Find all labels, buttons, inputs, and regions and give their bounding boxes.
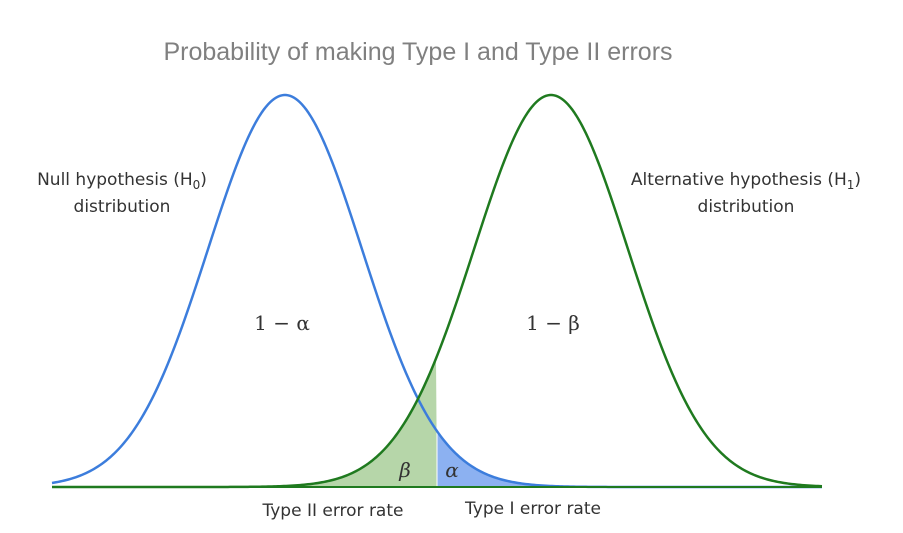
alt-label-line2: distribution: [698, 197, 795, 217]
beta-label: β: [398, 458, 411, 482]
alt-label-subscript: 1: [847, 178, 855, 192]
null-label-text: Null hypothesis (H: [37, 170, 193, 190]
null-label: Null hypothesis (H0): [37, 170, 207, 192]
alpha-region: [437, 431, 822, 487]
alt-label: Alternative hypothesis (H1): [631, 170, 861, 192]
null-label-line2: distribution: [74, 197, 171, 217]
type2-label: Type II error rate: [262, 501, 404, 521]
type1-label: Type I error rate: [464, 499, 601, 519]
title: Probability of making Type I and Type II…: [163, 38, 672, 66]
null-body-label: 1 − α: [254, 311, 310, 335]
alt-label-text: Alternative hypothesis (H: [631, 170, 847, 190]
beta-region: [52, 358, 437, 487]
null-label-suffix: ): [200, 170, 207, 190]
null-label-subscript: 0: [193, 178, 201, 192]
alt-body-label: 1 − β: [526, 311, 580, 335]
alt-label-suffix: ): [854, 170, 861, 190]
alpha-label: α: [445, 458, 459, 482]
